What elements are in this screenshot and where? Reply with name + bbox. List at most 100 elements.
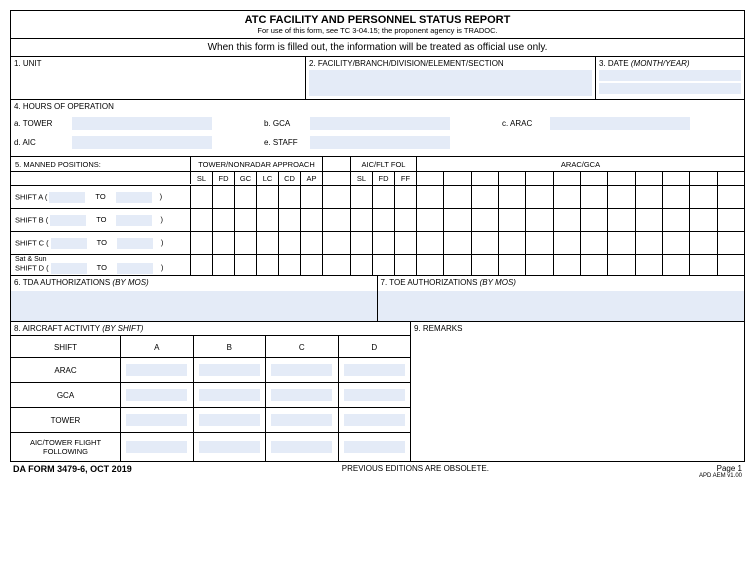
cell-3-t0[interactable]: [191, 255, 213, 275]
act-1-2[interactable]: [266, 383, 339, 407]
cell-2-a2[interactable]: [395, 232, 417, 254]
cell-1-t2[interactable]: [235, 209, 257, 231]
cell-0-r11[interactable]: [718, 186, 744, 208]
cell-3-t1[interactable]: [213, 255, 235, 275]
cell-1-t3[interactable]: [257, 209, 279, 231]
act-3-2[interactable]: [266, 433, 339, 461]
shift-1-to[interactable]: [116, 215, 152, 226]
sec4-a-input[interactable]: [72, 117, 212, 130]
cell-0-r7[interactable]: [608, 186, 635, 208]
act-3-3[interactable]: [339, 433, 411, 461]
cell-0-t0[interactable]: [191, 186, 213, 208]
cell-2-a1[interactable]: [373, 232, 395, 254]
cell-0-r10[interactable]: [690, 186, 717, 208]
cell-1-r7[interactable]: [608, 209, 635, 231]
cell-0-t3[interactable]: [257, 186, 279, 208]
cell-0-t4[interactable]: [279, 186, 301, 208]
cell-0-a0[interactable]: [351, 186, 373, 208]
cell-2-r7[interactable]: [608, 232, 635, 254]
shift-1-from[interactable]: [50, 215, 86, 226]
act-2-2[interactable]: [266, 408, 339, 432]
act-0-3[interactable]: [339, 358, 411, 382]
cell-1-a1[interactable]: [373, 209, 395, 231]
act-3-1[interactable]: [194, 433, 267, 461]
act-2-3[interactable]: [339, 408, 411, 432]
cell-3-r0[interactable]: [417, 255, 444, 275]
cell-0-r3[interactable]: [499, 186, 526, 208]
cell-2-t0[interactable]: [191, 232, 213, 254]
cell-1-r10[interactable]: [690, 209, 717, 231]
cell-2-t1[interactable]: [213, 232, 235, 254]
cell-0-r0[interactable]: [417, 186, 444, 208]
cell-2-r0[interactable]: [417, 232, 444, 254]
cell-1-t0[interactable]: [191, 209, 213, 231]
cell-1-r3[interactable]: [499, 209, 526, 231]
cell-0-r5[interactable]: [554, 186, 581, 208]
cell-1-r8[interactable]: [636, 209, 663, 231]
shift-2-to[interactable]: [117, 238, 153, 249]
cell-2-r10[interactable]: [690, 232, 717, 254]
cell-1-a0[interactable]: [351, 209, 373, 231]
cell-2-r11[interactable]: [718, 232, 744, 254]
cell-0-t1[interactable]: [213, 186, 235, 208]
cell-2-t2[interactable]: [235, 232, 257, 254]
sec3-input-1[interactable]: [599, 70, 741, 81]
cell-3-t4[interactable]: [279, 255, 301, 275]
cell-1-r0[interactable]: [417, 209, 444, 231]
cell-3-r6[interactable]: [581, 255, 608, 275]
cell-0-r4[interactable]: [526, 186, 553, 208]
cell-2-t3[interactable]: [257, 232, 279, 254]
cell-0-t5[interactable]: [301, 186, 323, 208]
cell-0-r6[interactable]: [581, 186, 608, 208]
cell-2-a0[interactable]: [351, 232, 373, 254]
cell-0-a1[interactable]: [373, 186, 395, 208]
sec4-c-input[interactable]: [550, 117, 690, 130]
sec4-e-input[interactable]: [310, 136, 450, 149]
shift-2-from[interactable]: [51, 238, 87, 249]
cell-1-r9[interactable]: [663, 209, 690, 231]
cell-1-r4[interactable]: [526, 209, 553, 231]
act-1-0[interactable]: [121, 383, 194, 407]
shift-3-from[interactable]: [51, 263, 87, 274]
cell-0-r8[interactable]: [636, 186, 663, 208]
act-0-0[interactable]: [121, 358, 194, 382]
cell-1-r11[interactable]: [718, 209, 744, 231]
cell-3-r3[interactable]: [499, 255, 526, 275]
cell-2-r5[interactable]: [554, 232, 581, 254]
act-1-3[interactable]: [339, 383, 411, 407]
cell-2-r2[interactable]: [472, 232, 499, 254]
sec7-input[interactable]: [378, 291, 745, 321]
cell-1-t5[interactable]: [301, 209, 323, 231]
cell-0-r1[interactable]: [444, 186, 471, 208]
sec4-b-input[interactable]: [310, 117, 450, 130]
cell-3-t5[interactable]: [301, 255, 323, 275]
cell-3-t2[interactable]: [235, 255, 257, 275]
cell-1-r6[interactable]: [581, 209, 608, 231]
cell-3-r9[interactable]: [663, 255, 690, 275]
cell-3-r1[interactable]: [444, 255, 471, 275]
sec2-input[interactable]: [309, 70, 592, 96]
cell-0-r2[interactable]: [472, 186, 499, 208]
cell-2-r8[interactable]: [636, 232, 663, 254]
cell-3-r10[interactable]: [690, 255, 717, 275]
act-2-1[interactable]: [194, 408, 267, 432]
cell-3-r8[interactable]: [636, 255, 663, 275]
cell-2-r1[interactable]: [444, 232, 471, 254]
shift-0-from[interactable]: [49, 192, 85, 203]
act-0-2[interactable]: [266, 358, 339, 382]
cell-1-r1[interactable]: [444, 209, 471, 231]
cell-3-a1[interactable]: [373, 255, 395, 275]
shift-0-to[interactable]: [116, 192, 152, 203]
cell-3-r5[interactable]: [554, 255, 581, 275]
act-2-0[interactable]: [121, 408, 194, 432]
cell-3-r11[interactable]: [718, 255, 744, 275]
cell-0-r9[interactable]: [663, 186, 690, 208]
cell-2-r9[interactable]: [663, 232, 690, 254]
cell-2-r3[interactable]: [499, 232, 526, 254]
cell-2-t5[interactable]: [301, 232, 323, 254]
act-1-1[interactable]: [194, 383, 267, 407]
cell-3-r2[interactable]: [472, 255, 499, 275]
cell-1-t4[interactable]: [279, 209, 301, 231]
act-3-0[interactable]: [121, 433, 194, 461]
sec6-input[interactable]: [11, 291, 377, 321]
